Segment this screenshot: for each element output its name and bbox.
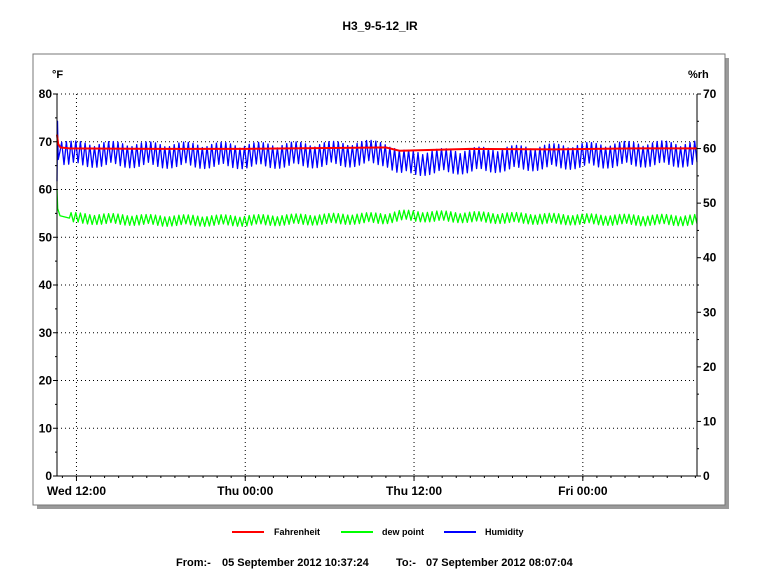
footer-from-value: 05 September 2012 10:37:24	[222, 557, 370, 569]
grid	[57, 93, 697, 476]
series-group	[56, 120, 698, 227]
x-tick-label: Thu 00:00	[217, 484, 273, 498]
right-tick-label: 60	[703, 142, 717, 156]
x-tick-label: Wed 12:00	[47, 484, 106, 498]
x-tick-label: Thu 12:00	[386, 484, 442, 498]
x-tick-labels: Wed 12:00 Thu 00:00 Thu 12:00 Fri 00:00	[47, 484, 608, 498]
left-tick-label: 70	[39, 135, 53, 149]
series-dew-point	[56, 189, 698, 227]
legend-label-fahrenheit: Fahrenheit	[274, 527, 320, 537]
footer-from-label: From:-	[176, 557, 211, 569]
right-tick-label: 10	[703, 414, 717, 428]
left-tick-label: 30	[39, 326, 53, 340]
right-tick-label: 30	[703, 305, 717, 319]
left-tick-labels: 0 10 20 30 40 50 60 70 80	[39, 87, 53, 483]
right-tick-labels: 0 10 20 30 40 50 60 70	[703, 87, 717, 483]
right-tick-label: 0	[703, 469, 710, 483]
axes	[53, 93, 701, 481]
right-tick-label: 40	[703, 251, 717, 265]
chart-title: H3_9-5-12_IR	[342, 19, 418, 33]
left-tick-label: 80	[39, 87, 53, 101]
right-tick-label: 70	[703, 87, 717, 101]
legend-label-humidity: Humidity	[485, 527, 524, 537]
footer-to-label: To:-	[396, 557, 416, 569]
right-tick-label: 20	[703, 360, 717, 374]
footer: From:- 05 September 2012 10:37:24 To:- 0…	[176, 557, 574, 569]
left-tick-label: 20	[39, 374, 53, 388]
left-tick-label: 10	[39, 421, 53, 435]
left-tick-label: 50	[39, 230, 53, 244]
right-tick-label: 50	[703, 196, 717, 210]
footer-to-value: 07 September 2012 08:07:04	[426, 557, 574, 569]
x-tick-label: Fri 00:00	[558, 484, 608, 498]
legend: Fahrenheit dew point Humidity	[232, 527, 524, 537]
left-tick-label: 60	[39, 183, 53, 197]
chart-frame	[32, 53, 726, 506]
right-axis-unit: %rh	[688, 69, 709, 81]
series-fahrenheit	[56, 134, 697, 152]
left-axis-unit: °F	[52, 69, 63, 81]
left-tick-label: 0	[45, 469, 52, 483]
left-tick-label: 40	[39, 278, 53, 292]
legend-label-dew-point: dew point	[382, 527, 424, 537]
